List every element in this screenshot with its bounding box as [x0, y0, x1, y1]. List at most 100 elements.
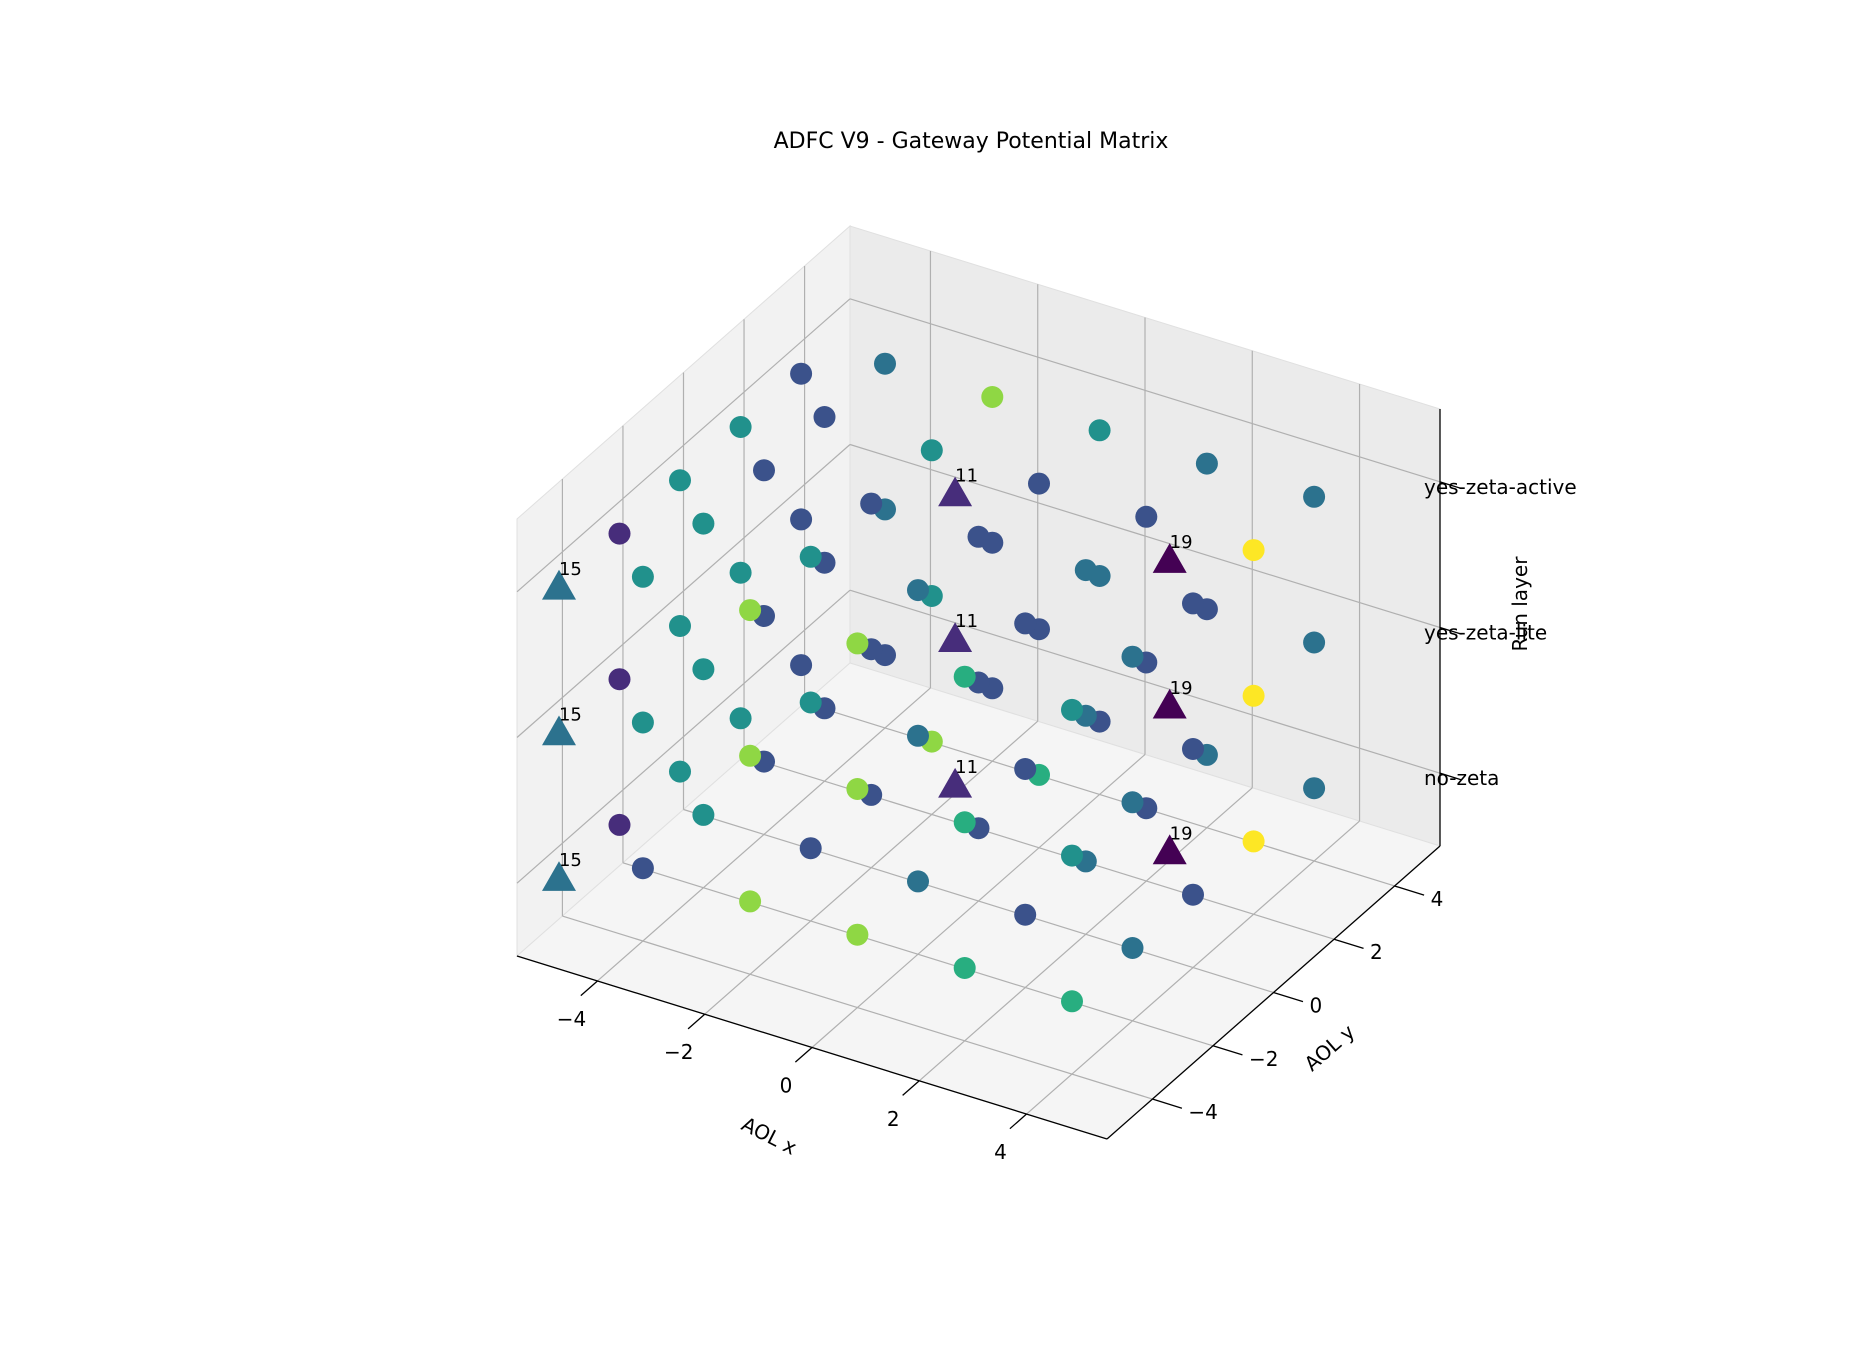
grid-lines — [516, 250, 1441, 1115]
circle-marker — [1182, 592, 1204, 615]
circle-marker — [953, 665, 976, 688]
circle-marker — [1303, 485, 1326, 508]
data-points: 11 11 11 19 19 19 15 15 15 — [542, 352, 1326, 1013]
circle-marker — [1014, 903, 1037, 926]
y-axis-label: AOL y — [1299, 1019, 1359, 1076]
point-label: 15 — [559, 559, 582, 580]
circle-marker — [1061, 698, 1083, 721]
circle-marker — [608, 522, 631, 545]
grid-line-y-floor — [743, 755, 1335, 940]
y-tick-mark — [1212, 1045, 1243, 1056]
y-tick-label: −2 — [1249, 1047, 1278, 1071]
circle-marker — [790, 508, 813, 531]
circle-marker — [874, 352, 896, 375]
point-label: 15 — [559, 705, 582, 726]
circle-marker — [907, 724, 929, 747]
circle-marker — [1121, 791, 1144, 814]
z-tick-label: yes-zeta-lite — [1424, 621, 1547, 645]
point-label: 11 — [955, 466, 978, 487]
circle-marker — [669, 615, 691, 637]
chart-title: ADFC V9 - Gateway Potential Matrix — [774, 129, 1169, 154]
circle-marker — [907, 870, 929, 893]
triangle-marker — [542, 569, 576, 600]
circle-marker — [1121, 937, 1144, 959]
x-axis-label: AOL x — [738, 1112, 801, 1160]
point-label: 11 — [955, 611, 978, 632]
circle-marker — [1182, 738, 1204, 760]
triangle-marker — [542, 715, 576, 746]
circle-marker — [631, 711, 654, 734]
triangle-marker — [1152, 688, 1187, 719]
y-tick-label: 0 — [1310, 994, 1323, 1018]
grid-line-z-left — [516, 444, 851, 738]
x-tick-label: 4 — [994, 1140, 1007, 1164]
y-tick-label: −4 — [1188, 1100, 1217, 1124]
circle-marker — [1061, 844, 1083, 867]
triangle-marker — [938, 476, 973, 507]
grid-line-y-floor — [683, 808, 1274, 994]
circle-marker — [1182, 883, 1204, 906]
grid-line-y-floor — [804, 702, 1395, 887]
circle-marker — [631, 565, 654, 588]
circle-marker — [799, 837, 822, 860]
circle-marker — [790, 654, 813, 677]
circle-marker — [1242, 539, 1265, 562]
x-tick-label: 2 — [887, 1107, 900, 1131]
y-tick-label: 4 — [1431, 887, 1444, 911]
circle-marker — [1028, 472, 1050, 495]
circle-marker — [981, 386, 1004, 408]
grid-line-z-back — [849, 589, 1441, 774]
circle-marker — [790, 362, 813, 385]
circle-marker — [692, 512, 715, 535]
circle-marker — [631, 857, 654, 880]
circle-marker — [953, 811, 976, 834]
z-tick-mark — [1439, 481, 1462, 490]
circle-marker — [608, 813, 631, 836]
y-tick-label: 2 — [1370, 940, 1383, 964]
triangle-marker — [938, 622, 973, 652]
circle-marker — [799, 545, 822, 568]
circle-marker — [739, 599, 762, 622]
circle-marker — [1195, 452, 1218, 475]
tick-labels: −4 −2 0 2 4 −4 −2 0 2 4 no-zeta yes-zeta-lite yes-ze… — [557, 475, 1577, 1164]
circle-marker — [739, 890, 762, 913]
circle-marker — [846, 923, 869, 946]
grid-line-z-left — [516, 589, 851, 884]
x-tick-mark — [902, 1080, 920, 1096]
grid-line-y-floor — [562, 915, 1153, 1100]
z-tick-mark — [1439, 772, 1462, 781]
y-tick-mark — [1394, 885, 1425, 896]
circle-marker — [967, 525, 990, 548]
circle-marker — [920, 439, 943, 462]
point-label: 19 — [1170, 823, 1193, 844]
circle-marker — [1088, 419, 1111, 442]
grid-line-z-left — [516, 298, 851, 593]
circle-marker — [1242, 684, 1265, 707]
point-label: 19 — [1170, 532, 1193, 553]
circle-marker — [729, 707, 752, 730]
circle-marker — [1014, 612, 1037, 635]
triangle-marker — [542, 861, 576, 891]
circle-marker — [692, 658, 715, 681]
triangle-marker — [1152, 834, 1187, 865]
circle-marker — [1303, 777, 1326, 800]
circle-marker — [608, 668, 631, 691]
circle-marker — [907, 579, 929, 602]
x-tick-mark — [1009, 1113, 1027, 1130]
circle-marker — [846, 632, 869, 655]
x-tick-label: −4 — [557, 1007, 586, 1031]
x-tick-mark — [687, 1013, 706, 1030]
grid-line-z-back — [849, 443, 1441, 629]
y-tick-mark — [1273, 991, 1304, 1003]
circle-marker — [729, 416, 752, 438]
grid-line-z-back — [849, 298, 1441, 483]
z-tick-label: no-zeta — [1424, 766, 1499, 790]
circle-marker — [1303, 631, 1326, 654]
circle-marker — [1014, 758, 1037, 780]
circle-marker — [729, 561, 752, 584]
circle-marker — [860, 492, 883, 515]
circle-marker — [1061, 990, 1083, 1013]
point-label: 15 — [559, 850, 582, 871]
circle-marker — [739, 744, 762, 767]
